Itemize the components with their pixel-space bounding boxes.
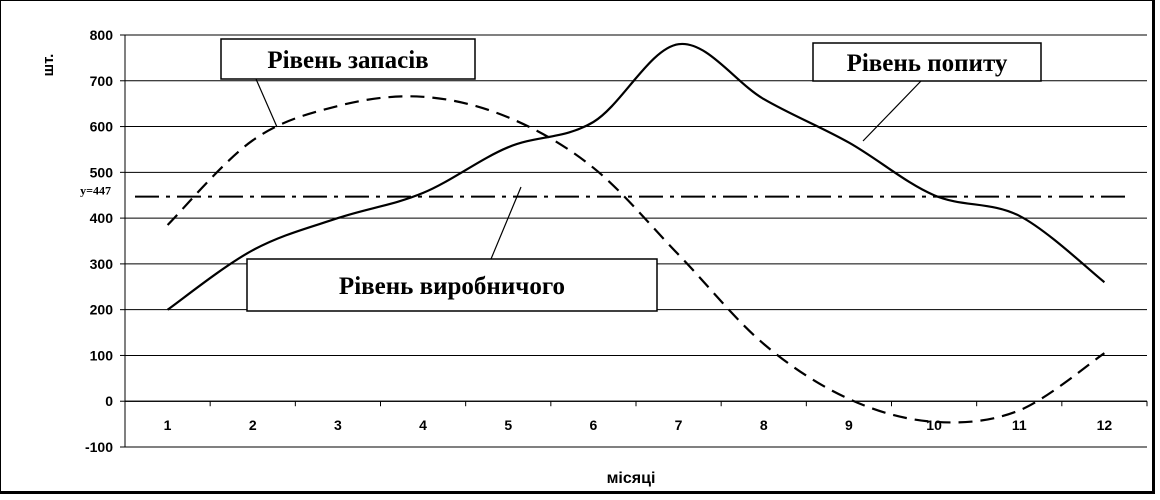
- y-tick-label: 300: [90, 256, 114, 272]
- x-tick-label: 12: [1097, 417, 1113, 433]
- x-tick-label: 8: [760, 417, 768, 433]
- annotation-text: Рівень попиту: [847, 50, 1008, 77]
- y-tick-label: 800: [90, 27, 114, 43]
- y-axis-ticks: -100 0 100 200 300 400 500 600 700 800: [85, 27, 113, 455]
- y-tick-label: 100: [90, 347, 114, 363]
- x-axis-label: місяці: [607, 470, 656, 487]
- y-tick-label: 600: [90, 119, 114, 135]
- reference-line: y=447: [80, 184, 1127, 198]
- series-lines: [168, 44, 1105, 422]
- annotation-text: Рівень виробничого: [339, 273, 565, 300]
- x-tick-label: 2: [249, 417, 257, 433]
- y-tick-label: 500: [90, 164, 114, 180]
- y-tick-label: 700: [90, 73, 114, 89]
- annotations: Рівень запасів Рівень попиту Рівень виробн…: [221, 39, 1041, 311]
- annotation-text: Рівень запасів: [267, 47, 428, 74]
- y-tick-label: 0: [105, 393, 113, 409]
- annotation-leader-line: [491, 187, 521, 259]
- x-tick-label: 5: [504, 417, 512, 433]
- x-tick-label: 10: [926, 417, 942, 433]
- y-tick-label: -100: [85, 439, 113, 455]
- x-tick-label: 1: [164, 417, 172, 433]
- x-tick-label: 4: [419, 417, 427, 433]
- y-axis-label: шт.: [40, 54, 57, 77]
- y-tick-label: 400: [90, 210, 114, 226]
- annotation-leader-line: [863, 81, 921, 141]
- y-tick-label: 200: [90, 302, 114, 318]
- annotation-leader-line: [256, 79, 277, 127]
- x-tick-label: 3: [334, 417, 342, 433]
- x-tick-label: 7: [675, 417, 683, 433]
- reference-line-label: y=447: [80, 184, 111, 198]
- x-tick-label: 9: [845, 417, 853, 433]
- x-tick-label: 6: [590, 417, 598, 433]
- x-tick-label: 11: [1012, 417, 1027, 433]
